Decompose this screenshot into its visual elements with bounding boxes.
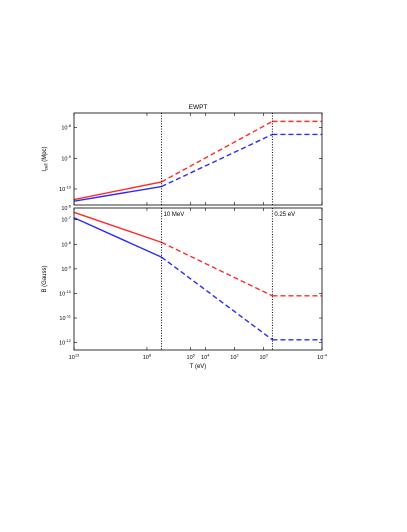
y-tick-label-base: 10: [61, 242, 67, 248]
y-tick-label: 10-8: [61, 123, 71, 132]
y-tick-label-base: 10: [61, 267, 67, 273]
y-axis-label-main: l: [42, 170, 48, 171]
y-tick-label: 10-8: [61, 240, 71, 249]
y-tick-label: 10-6: [61, 204, 71, 213]
x-tick-label-exponent: 4: [207, 353, 210, 358]
series-group: [74, 120, 322, 202]
blue-series-segment-5: [161, 133, 273, 188]
x-tick-label-base: 10: [187, 355, 193, 361]
annotation-label: 10 MeV: [164, 212, 185, 218]
y-tick-label: 10-10: [59, 289, 72, 298]
red-series-segment-1: [74, 181, 162, 201]
y-tick-label-exponent: -8: [67, 240, 71, 245]
y-axis-label-unit: (Mpc): [42, 146, 48, 163]
y-tick-label-base: 10: [59, 341, 65, 347]
x-tick-label-base: 10: [201, 355, 207, 361]
red-series-segment-1: [74, 211, 162, 244]
blue-series-segment-5: [161, 256, 273, 341]
x-tick-label-exponent: 8: [149, 353, 152, 358]
plot-frame: [73, 112, 323, 206]
y-tick-label-base: 10: [59, 316, 65, 322]
x-tick-label: 104: [201, 353, 210, 362]
plot-frame: [73, 207, 323, 351]
red-series-segment-2: [161, 241, 273, 297]
y-tick-label-exponent: -10: [65, 184, 72, 189]
red-series-segment-2: [161, 120, 273, 183]
x-tick-label: 102: [230, 353, 239, 362]
x-tick-label-exponent: 0: [266, 353, 269, 358]
y-tick-label-exponent: -8: [67, 123, 71, 128]
y-tick-label: 10-9: [61, 264, 71, 273]
x-tick-label-base: 10: [259, 355, 265, 361]
blue-series-segment-4: [74, 185, 162, 202]
y-axis-label: B (Gauss): [42, 265, 48, 292]
y-tick-label: 10-7: [61, 215, 71, 224]
x-tick-label-exponent: 5: [193, 353, 196, 358]
x-tick-label: 100: [259, 353, 268, 362]
y-tick-label-exponent: -9: [67, 264, 71, 269]
y-tick-label-exponent: -12: [65, 338, 72, 343]
chart-title: EWPT: [189, 104, 208, 111]
x-tick-label-base: 10: [143, 355, 149, 361]
y-tick-label-exponent: -10: [65, 289, 72, 294]
x-tick-label-base: 10: [230, 355, 236, 361]
x-tick-label: 108: [143, 353, 152, 362]
x-tick-label-base: 10: [317, 355, 323, 361]
y-axis-label: lcell (Mpc): [42, 146, 49, 171]
y-tick-label-exponent: -6: [67, 204, 71, 209]
blue-series-segment-4: [74, 217, 162, 258]
y-tick-label-base: 10: [61, 126, 67, 132]
y-tick-label-exponent: -9: [67, 154, 71, 159]
y-tick-label: 10-12: [59, 338, 72, 347]
x-tick-label-base: 10: [69, 355, 75, 361]
y-tick-label: 10-10: [59, 184, 72, 193]
y-tick-label-base: 10: [61, 206, 67, 212]
y-tick-label: 10-9: [61, 154, 71, 163]
y-tick-label-base: 10: [61, 156, 67, 162]
y-tick-label-exponent: -7: [67, 215, 71, 220]
y-tick-label: 10-11: [59, 314, 71, 323]
y-tick-label-exponent: -11: [66, 314, 72, 319]
x-tick-label: 10-4: [317, 353, 327, 362]
y-tick-label-base: 10: [59, 291, 65, 297]
annotation-label: 0.25 eV: [274, 212, 295, 218]
x-axis-label: T (eV): [190, 364, 207, 370]
x-tick-label: 105: [187, 353, 196, 362]
y-tick-label-base: 10: [61, 218, 67, 224]
x-tick-label: 1013: [69, 353, 80, 362]
x-tick-label-exponent: 2: [236, 353, 239, 358]
y-axis-label-subscript: cell: [44, 163, 49, 170]
series-group: [74, 211, 322, 341]
y-tick-label-base: 10: [59, 187, 65, 193]
x-tick-label-exponent: -4: [323, 353, 327, 358]
x-tick-label-exponent: 13: [75, 353, 80, 358]
